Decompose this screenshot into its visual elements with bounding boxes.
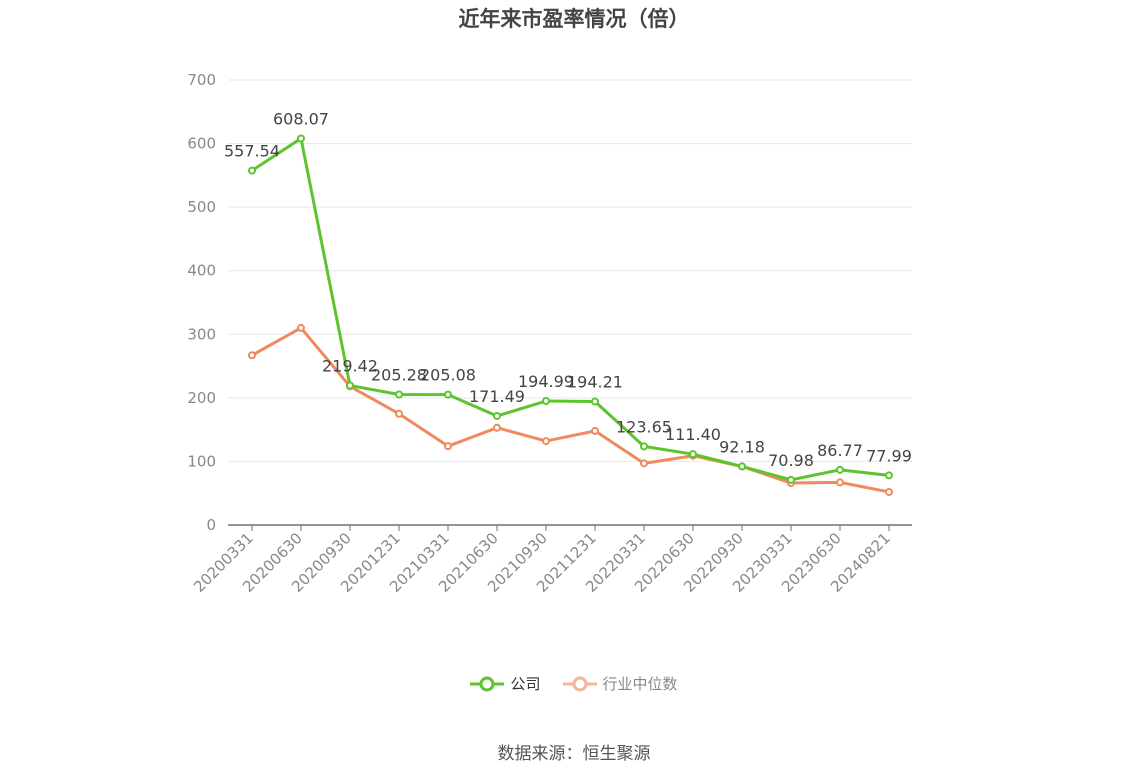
data-label: 194.99 — [518, 372, 574, 391]
y-tick-label: 700 — [187, 71, 216, 89]
data-point-company — [885, 471, 893, 480]
data-point-company — [346, 381, 354, 390]
data-point-industry-median — [395, 409, 403, 418]
data-point-industry-median — [493, 423, 501, 432]
data-point-industry-median — [836, 478, 844, 487]
y-tick-label: 0 — [206, 516, 216, 534]
y-tick-label: 600 — [187, 135, 216, 153]
legend-label-industry-median: 行业中位数 — [602, 675, 678, 693]
data-point-industry-median — [591, 426, 599, 435]
data-point-company — [444, 390, 452, 399]
data-point-company — [738, 462, 746, 471]
y-tick-label: 400 — [187, 262, 216, 280]
data-point-company — [836, 465, 844, 474]
data-point-industry-median — [297, 323, 305, 332]
data-point-company — [640, 442, 648, 451]
data-label: 171.49 — [469, 387, 525, 406]
series-line-company — [251, 136, 890, 482]
grid-lines — [228, 79, 912, 462]
data-point-company — [297, 134, 305, 143]
legend-swatch-industry-median — [562, 676, 597, 691]
data-label: 608.07 — [273, 109, 329, 128]
data-point-company — [591, 397, 599, 406]
data-label: 557.54 — [224, 142, 280, 161]
data-label: 194.21 — [567, 373, 623, 392]
data-point-company — [395, 390, 403, 399]
data-point-company — [542, 397, 550, 406]
source-note: 数据来源：恒生聚源 — [497, 744, 651, 764]
data-label: 205.28 — [371, 366, 427, 385]
data-point-industry-median — [248, 351, 256, 360]
data-label: 219.42 — [322, 357, 378, 376]
legend: 公司 行业中位数 — [0, 673, 1148, 694]
data-point-company — [689, 450, 697, 459]
y-tick-label: 100 — [187, 452, 216, 470]
data-labels: 557.54608.07219.42205.28205.08171.49194.… — [224, 109, 912, 469]
axes: 0100200300400500600700202003312020063020… — [187, 71, 912, 596]
legend-item-industry-median[interactable]: 行业中位数 — [562, 673, 678, 694]
data-point-company — [248, 166, 256, 175]
data-label: 70.98 — [768, 451, 814, 470]
data-label: 77.99 — [866, 446, 912, 465]
data-point-company — [787, 475, 795, 484]
data-label: 205.08 — [420, 366, 476, 385]
data-point-industry-median — [885, 487, 893, 496]
legend-swatch-company — [470, 676, 505, 691]
y-tick-label: 500 — [187, 198, 216, 216]
data-point-company — [493, 411, 501, 420]
legend-label-company: 公司 — [510, 675, 541, 693]
y-tick-label: 300 — [187, 325, 216, 343]
legend-item-company[interactable]: 公司 — [470, 673, 541, 694]
data-label: 123.65 — [616, 417, 672, 436]
data-label: 92.18 — [719, 437, 765, 456]
y-tick-label: 200 — [187, 389, 216, 407]
chart-title: 近年来市盈率情况（倍） — [458, 7, 690, 31]
data-point-industry-median — [542, 437, 550, 446]
series — [248, 134, 893, 496]
data-point-industry-median — [640, 459, 648, 468]
data-label: 86.77 — [817, 441, 863, 460]
data-label: 111.40 — [665, 425, 721, 444]
data-point-industry-median — [444, 442, 452, 451]
series-line-industry-median — [251, 326, 890, 494]
